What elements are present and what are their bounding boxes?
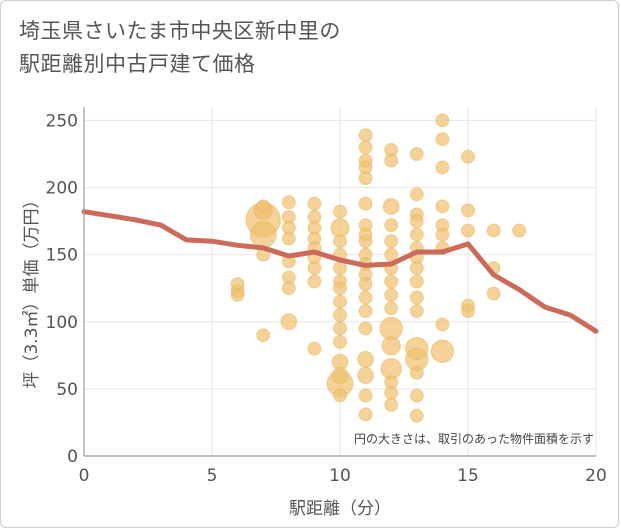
data-bubble (409, 290, 424, 305)
data-bubble (358, 277, 373, 292)
x-tick-label: 5 (207, 466, 218, 486)
chart-title-line-1: 埼玉県さいたま市中央区新中里の (19, 19, 341, 43)
data-bubble (331, 367, 349, 384)
data-bubble (461, 304, 475, 319)
data-bubble (384, 287, 399, 302)
data-bubble (333, 294, 347, 309)
data-bubble (384, 218, 399, 233)
data-bubble (333, 281, 347, 296)
data-bubble (358, 128, 373, 143)
data-bubble (461, 223, 475, 238)
y-axis-label: 坪（3.3㎡）単価（万円） (22, 191, 42, 388)
data-bubble (256, 199, 271, 214)
data-bubble (435, 113, 450, 128)
size-note: 円の大きさは、取引のあった物件面積を示す (354, 431, 594, 446)
y-tick-label: 0 (67, 447, 78, 467)
data-bubble (333, 261, 347, 276)
data-bubble (333, 388, 347, 403)
data-bubble (281, 281, 296, 296)
data-bubble (409, 187, 424, 202)
x-tick-label: 15 (457, 466, 479, 486)
data-bubble (384, 385, 399, 400)
data-bubble (461, 149, 475, 164)
data-bubble (461, 203, 475, 218)
data-bubble (307, 261, 322, 276)
data-bubble (409, 261, 424, 276)
trend-layer (81, 209, 599, 334)
bubble-layer (230, 113, 527, 423)
data-bubble (486, 286, 501, 301)
data-bubble (435, 160, 450, 175)
data-bubble (358, 321, 373, 336)
data-bubble (280, 313, 298, 331)
data-bubble (357, 350, 375, 368)
data-bubble (333, 321, 347, 336)
chart-title-line-2: 駅距離別中古戸建て価格 (19, 52, 256, 76)
data-bubble (384, 234, 399, 249)
data-bubble (333, 204, 347, 219)
data-bubble (435, 317, 450, 332)
data-bubble (384, 153, 399, 168)
x-axis-label: 駅距離（分） (289, 499, 391, 519)
x-tick-label: 0 (79, 466, 90, 486)
axes (83, 107, 596, 457)
data-bubble (333, 308, 347, 323)
data-bubble (358, 290, 373, 305)
data-bubble (256, 328, 271, 343)
data-bubble (435, 227, 450, 242)
data-bubble (333, 234, 347, 249)
data-bubble (486, 223, 501, 238)
data-bubble (384, 397, 399, 412)
data-bubble (358, 407, 373, 422)
y-tick-label: 150 (46, 246, 78, 266)
data-bubble (384, 301, 399, 316)
data-bubble (409, 365, 424, 380)
data-bubble (249, 221, 277, 249)
data-bubble (358, 304, 373, 319)
y-tick-label: 50 (56, 380, 78, 400)
trend-line (81, 209, 599, 334)
data-bubble (512, 223, 527, 238)
y-tick-label: 200 (46, 179, 78, 199)
data-bubble (281, 195, 296, 210)
data-bubble (230, 277, 245, 292)
y-tick-label: 250 (46, 111, 78, 131)
data-bubble (358, 234, 373, 249)
data-bubble (307, 274, 322, 289)
data-bubble (358, 140, 373, 155)
y-tick-label: 100 (46, 313, 78, 333)
data-bubble (409, 304, 424, 319)
x-tick-label: 20 (585, 466, 607, 486)
data-bubble (409, 274, 424, 289)
data-bubble (307, 196, 322, 211)
data-bubble (409, 146, 424, 161)
data-bubble (307, 341, 322, 356)
data-bubble (409, 214, 424, 229)
data-bubble (409, 388, 424, 403)
data-bubble (435, 132, 450, 147)
data-bubble (409, 408, 424, 423)
data-bubble (281, 231, 296, 246)
data-bubble (409, 227, 424, 242)
tick-labels: 0 50 100 150 200 250 0 5 10 15 20 (46, 111, 607, 486)
data-bubble (358, 171, 373, 186)
data-bubble (333, 334, 347, 349)
chart-title: 埼玉県さいたま市中央区新中里の 駅距離別中古戸建て価格 (19, 15, 341, 81)
data-bubble (435, 199, 450, 214)
data-bubble (382, 197, 400, 215)
data-bubble (384, 274, 399, 289)
data-bubble (357, 367, 375, 384)
x-tick-label: 10 (329, 466, 351, 486)
data-bubble (358, 388, 373, 403)
data-bubble (381, 336, 401, 356)
data-bubble (358, 196, 373, 211)
data-bubble (430, 339, 455, 364)
